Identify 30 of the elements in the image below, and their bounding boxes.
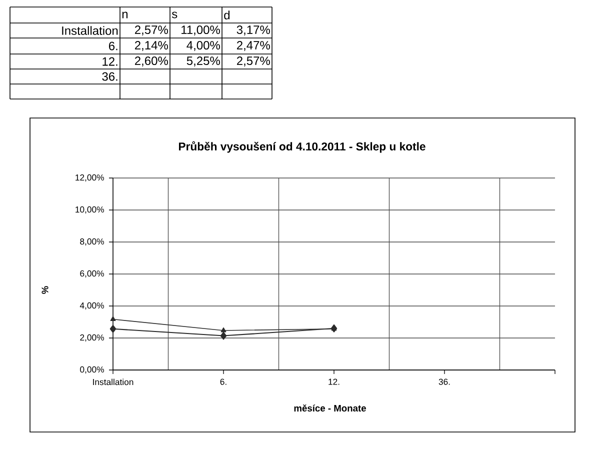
category-label: 6. [109,42,118,50]
y-tick-label: 4,00% [80,302,104,310]
text: 3,17% [236,26,270,36]
y-tick-label: 6,00% [80,270,104,278]
text: 11,00% [182,26,220,36]
category-label: n [122,12,128,18]
text: 2,57% [236,56,270,66]
y-tick-label: 10,00% [76,206,104,214]
y-tick-label: 2,00% [80,334,104,342]
category-label: 36. [102,72,118,81]
text: 5,25% [186,56,220,66]
x-tick-label: 6. [220,378,226,385]
x-tick-label: Installation [93,378,134,386]
x-axis-title: měsíce - Monate [294,404,366,412]
text: 2,14% [134,41,168,51]
text: 4,00% [186,41,220,51]
category-label: 12. [102,57,118,66]
y-axis-title: % [42,286,48,294]
category-label: Installation [62,26,118,35]
text: 2,60% [134,56,168,66]
text: 2,57% [134,26,168,36]
category-label: d [224,10,230,20]
x-tick-label: 12. [328,378,340,385]
text: 2,47% [236,41,270,51]
category-label: s [172,12,178,18]
y-tick-label: 0,00% [80,366,104,374]
y-tick-label: 8,00% [80,238,104,246]
x-tick-label: 36. [438,378,450,385]
y-tick-label: 12,00% [76,174,104,182]
chart-title: Průběh vysoušení od 4.10.2011 - Sklep u kotle [178,141,426,153]
